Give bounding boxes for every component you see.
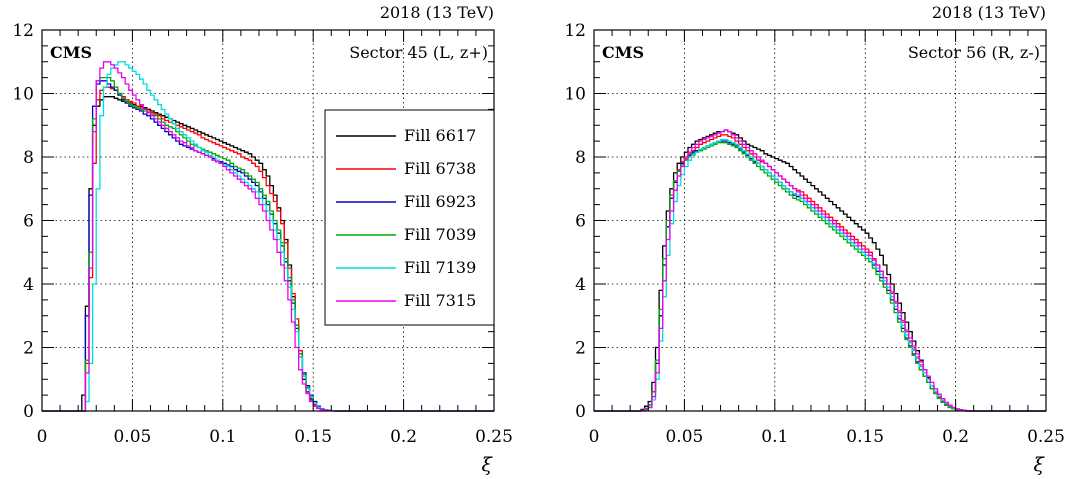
legend-label: Fill 6617 — [404, 126, 476, 145]
left-chart-panel: 2018 (13 TeV) 0 0.05 0.1 0.15 0.2 0.25 0 2 4 6 8 10… — [12, 3, 513, 476]
right-x-tick-label: 0.2 — [942, 427, 969, 447]
right-y-tick-label: 2 — [575, 339, 586, 359]
right-x-tick-label: 0.15 — [846, 427, 884, 447]
right-series-line-fill-7139 — [594, 138, 1046, 412]
left-x-axis-title: ξ — [482, 454, 494, 476]
left-series-group — [42, 61, 494, 412]
right-y-tick-label: 4 — [575, 275, 586, 295]
legend-entries: Fill 6617 Fill 6738 Fill 6923 Fill 7039 Fill… — [336, 126, 476, 310]
right-y-tick-label: 12 — [564, 21, 586, 41]
right-series-line-fill-7315 — [594, 129, 1046, 412]
left-x-tick-label: 0.05 — [113, 427, 151, 447]
legend-label: Fill 7315 — [404, 291, 476, 310]
legend-label: Fill 7039 — [404, 225, 476, 244]
left-y-tick-label: 2 — [23, 339, 34, 359]
right-experiment-label: CMS — [602, 43, 644, 62]
right-x-tick-label: 0.05 — [665, 427, 703, 447]
legend-label: Fill 7139 — [404, 258, 476, 277]
right-energy-label: 2018 (13 TeV) — [932, 3, 1046, 22]
left-x-tick-label: 0.25 — [475, 427, 513, 447]
left-y-tick-label: 0 — [23, 402, 34, 422]
right-x-tick-label: 0.25 — [1027, 427, 1065, 447]
left-series-line-fill-7315 — [42, 61, 494, 412]
right-x-tick-label: 0.1 — [761, 427, 788, 447]
left-y-tick-label: 8 — [23, 148, 34, 168]
legend-label: Fill 6923 — [404, 192, 476, 211]
right-sector-label: Sector 56 (R, z-) — [908, 43, 1040, 62]
left-y-tick-label: 12 — [12, 21, 34, 41]
left-sector-label: Sector 45 (L, z+) — [349, 43, 488, 62]
right-y-tick-label: 6 — [575, 212, 586, 232]
right-y-tick-label: 8 — [575, 148, 586, 168]
left-x-tick-label: 0.2 — [390, 427, 417, 447]
left-y-tick-label: 10 — [12, 85, 34, 105]
left-x-tick-label: 0.15 — [294, 427, 332, 447]
left-y-tick-label: 6 — [23, 212, 34, 232]
left-x-tick-label: 0 — [37, 427, 48, 447]
left-tick-labels: 0 0.05 0.1 0.15 0.2 0.25 0 2 4 6 8 10 12 — [12, 21, 513, 447]
right-y-tick-label: 10 — [564, 85, 586, 105]
left-energy-label: 2018 (13 TeV) — [380, 3, 494, 22]
right-chart-panel: 2018 (13 TeV) 0 0.05 0.1 0.15 0.2 0.25 0 2 4 6 8 10… — [564, 3, 1065, 476]
right-x-axis-title: ξ — [1034, 454, 1046, 476]
right-grid — [594, 30, 1046, 411]
right-ticks — [593, 29, 1047, 412]
right-tick-labels: 0 0.05 0.1 0.15 0.2 0.25 0 2 4 6 8 10 12 — [564, 21, 1065, 447]
right-series-group — [594, 129, 1046, 412]
right-x-tick-label: 0 — [589, 427, 600, 447]
left-experiment-label: CMS — [50, 43, 92, 62]
left-y-tick-label: 4 — [23, 275, 34, 295]
legend-box — [324, 109, 495, 326]
right-y-tick-label: 0 — [575, 402, 586, 422]
legend: Fill 6617 Fill 6738 Fill 6923 Fill 7039 Fill… — [324, 109, 495, 326]
left-x-tick-label: 0.1 — [209, 427, 236, 447]
legend-label: Fill 6738 — [404, 159, 476, 178]
